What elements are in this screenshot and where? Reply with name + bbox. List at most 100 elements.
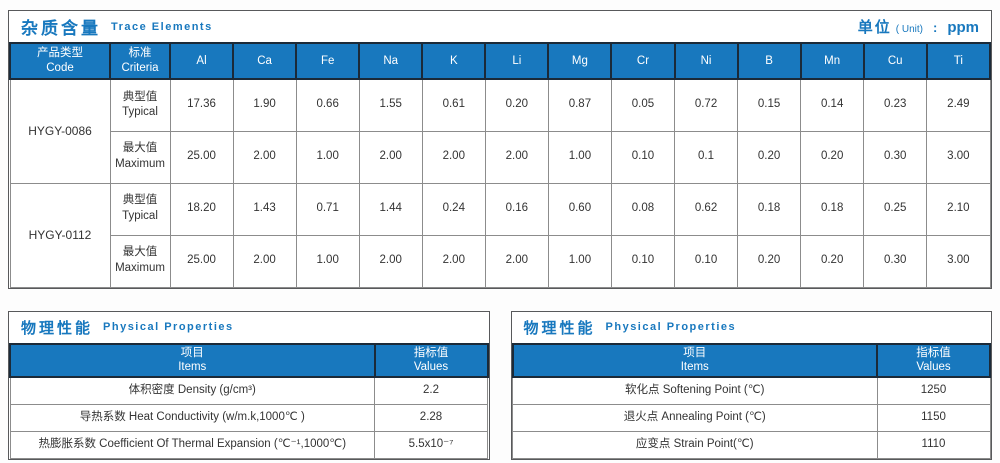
element-column-header-li: Li	[484, 42, 550, 80]
value-cell: 2.00	[232, 234, 297, 288]
table-row: 软化点 Softening Point (℃) 1250	[512, 376, 991, 405]
values-header-cn: 指标值	[413, 346, 449, 359]
element-column-header-ni: Ni	[673, 42, 739, 80]
value-cell: 2.00	[358, 234, 423, 288]
value-cell: 0.71	[295, 182, 360, 236]
value-cell: 0.62	[673, 182, 739, 236]
trace-header-row: 产品类型 Code 标准 Criteria Al Ca Fe Na K Li M…	[9, 42, 992, 80]
value-cell: 2.00	[421, 234, 486, 288]
unit-label-en: ( Unit)	[895, 24, 923, 35]
product-code-header-cn: 产品类型	[37, 47, 83, 60]
trace-elements-panel: 杂质含量 Trace Elements 单位 ( Unit) : ppm 产品类…	[8, 10, 992, 289]
element-column-header-cu: Cu	[862, 42, 928, 80]
value-cell: 2.49	[926, 78, 991, 132]
value-cell: 0.30	[863, 130, 928, 184]
value-cell: 1110	[876, 430, 991, 459]
criteria-header-en: Criteria	[121, 62, 159, 74]
element-column-header-mn: Mn	[799, 42, 865, 80]
physical-left-title-cn: 物理性能	[21, 319, 94, 337]
value-cell: 5.5x10⁻⁷	[374, 430, 488, 459]
physical-properties-left-panel: 物理性能 Physical Properties 项目 Items 指标值 Va…	[8, 310, 490, 460]
value-cell: 2.28	[374, 403, 488, 432]
values-header-en: Values	[916, 361, 951, 374]
value-cell: 2.00	[421, 130, 486, 184]
product-code-header-en: Code	[46, 62, 74, 74]
value-cell: 0.20	[737, 130, 802, 184]
criteria-cell: 典型值 Typical	[109, 78, 171, 132]
value-cell: 2.2	[374, 376, 488, 405]
value-cell: 1150	[876, 403, 991, 432]
physical-right-title-en: Physical Properties	[605, 321, 737, 333]
physical-properties-row: 物理性能 Physical Properties 项目 Items 指标值 Va…	[8, 310, 992, 460]
unit-label-group: 单位 ( Unit) : ppm	[858, 16, 979, 37]
value-cell: 0.14	[800, 78, 865, 132]
values-header-en: Values	[413, 361, 449, 374]
item-cell: 应变点 Strain Point(℃)	[512, 430, 878, 459]
physical-left-table: 项目 Items 指标值 Values 体积密度 Density (g/cm³)…	[9, 342, 489, 459]
value-cell: 25.00	[169, 234, 234, 288]
product-code-cell: HYGY-0112	[9, 182, 111, 288]
table-row: 体积密度 Density (g/cm³) 2.2	[9, 376, 488, 405]
table-row: 最大值 Maximum 25.00 2.00 1.00 2.00 2.00 2.…	[10, 234, 991, 288]
value-cell: 0.66	[295, 78, 360, 132]
value-cell: 2.10	[926, 182, 991, 236]
criteria-column-header: 标准 Criteria	[109, 42, 171, 80]
value-cell: 0.72	[673, 78, 739, 132]
criteria-en: Typical	[122, 210, 158, 222]
value-cell: 1.00	[547, 234, 612, 288]
value-cell: 1.90	[232, 78, 297, 132]
element-column-header-b: B	[736, 42, 802, 80]
value-cell: 1250	[876, 376, 991, 405]
items-header-en: Items	[178, 361, 207, 374]
table-row: HYGY-0086 典型值 Typical 17.36 1.90 0.66 1.…	[9, 78, 991, 184]
value-cell: 0.23	[863, 78, 928, 132]
value-cell: 0.10	[610, 130, 676, 184]
value-cell: 0.61	[421, 78, 486, 132]
value-cell: 0.15	[737, 78, 802, 132]
value-cell: 3.00	[926, 234, 991, 288]
value-cell: 0.18	[800, 182, 865, 236]
values-column-header: 指标值 Values	[876, 342, 991, 379]
value-cell: 2.00	[484, 234, 549, 288]
value-cell: 0.30	[863, 234, 928, 288]
value-cell: 1.44	[358, 182, 423, 236]
item-cell: 导热系数 Heat Conductivity (w/m.k,1000℃ )	[9, 403, 375, 432]
criteria-cell: 典型值 Typical	[109, 182, 171, 236]
unit-colon: :	[932, 20, 938, 35]
trace-title-en: Trace Elements	[111, 20, 213, 33]
physical-right-title: 物理性能 Physical Properties	[511, 311, 991, 343]
value-cell: 0.1	[673, 130, 739, 184]
value-cell: 0.18	[737, 182, 802, 236]
element-column-header-k: K	[421, 42, 487, 80]
item-cell: 体积密度 Density (g/cm³)	[9, 376, 375, 405]
criteria-en: Typical	[122, 106, 158, 119]
items-header-cn: 项目	[180, 346, 204, 359]
value-cell: 1.43	[232, 182, 297, 236]
values-column-header: 指标值 Values	[373, 342, 489, 379]
element-column-header-mg: Mg	[547, 42, 613, 80]
criteria-cn: 最大值	[122, 246, 158, 259]
criteria-cell: 最大值 Maximum	[109, 130, 171, 184]
items-header-en: Items	[680, 361, 709, 374]
physical-right-title-cn: 物理性能	[523, 319, 596, 337]
value-cell: 1.00	[295, 234, 360, 288]
product-code-cell: HYGY-0086	[9, 78, 111, 184]
value-cell: 0.87	[547, 78, 612, 132]
product-code-column-header: 产品类型 Code	[9, 42, 111, 80]
criteria-en: Maximum	[115, 262, 165, 274]
trace-title-cn: 杂质含量	[21, 19, 101, 38]
criteria-header-cn: 标准	[128, 47, 152, 60]
items-column-header: 项目 Items	[9, 342, 376, 379]
table-row: 最大值 Maximum 25.00 2.00 1.00 2.00 2.00 2.…	[10, 130, 991, 184]
table-row: 退火点 Annealing Point (℃) 1150	[512, 403, 991, 432]
value-cell: 0.60	[547, 182, 612, 236]
value-cell: 0.05	[610, 78, 676, 132]
value-cell: 0.10	[673, 234, 739, 288]
element-column-header-cr: Cr	[610, 42, 676, 80]
element-column-header-al: Al	[168, 42, 235, 80]
trace-panel-title: 杂质含量 Trace Elements 单位 ( Unit) : ppm	[9, 11, 991, 42]
element-column-header-fe: Fe	[295, 42, 361, 80]
value-cell: 1.00	[295, 130, 360, 184]
table-row: 应变点 Strain Point(℃) 1110	[512, 430, 991, 459]
table-row: 导热系数 Heat Conductivity (w/m.k,1000℃ ) 2.…	[9, 403, 488, 432]
